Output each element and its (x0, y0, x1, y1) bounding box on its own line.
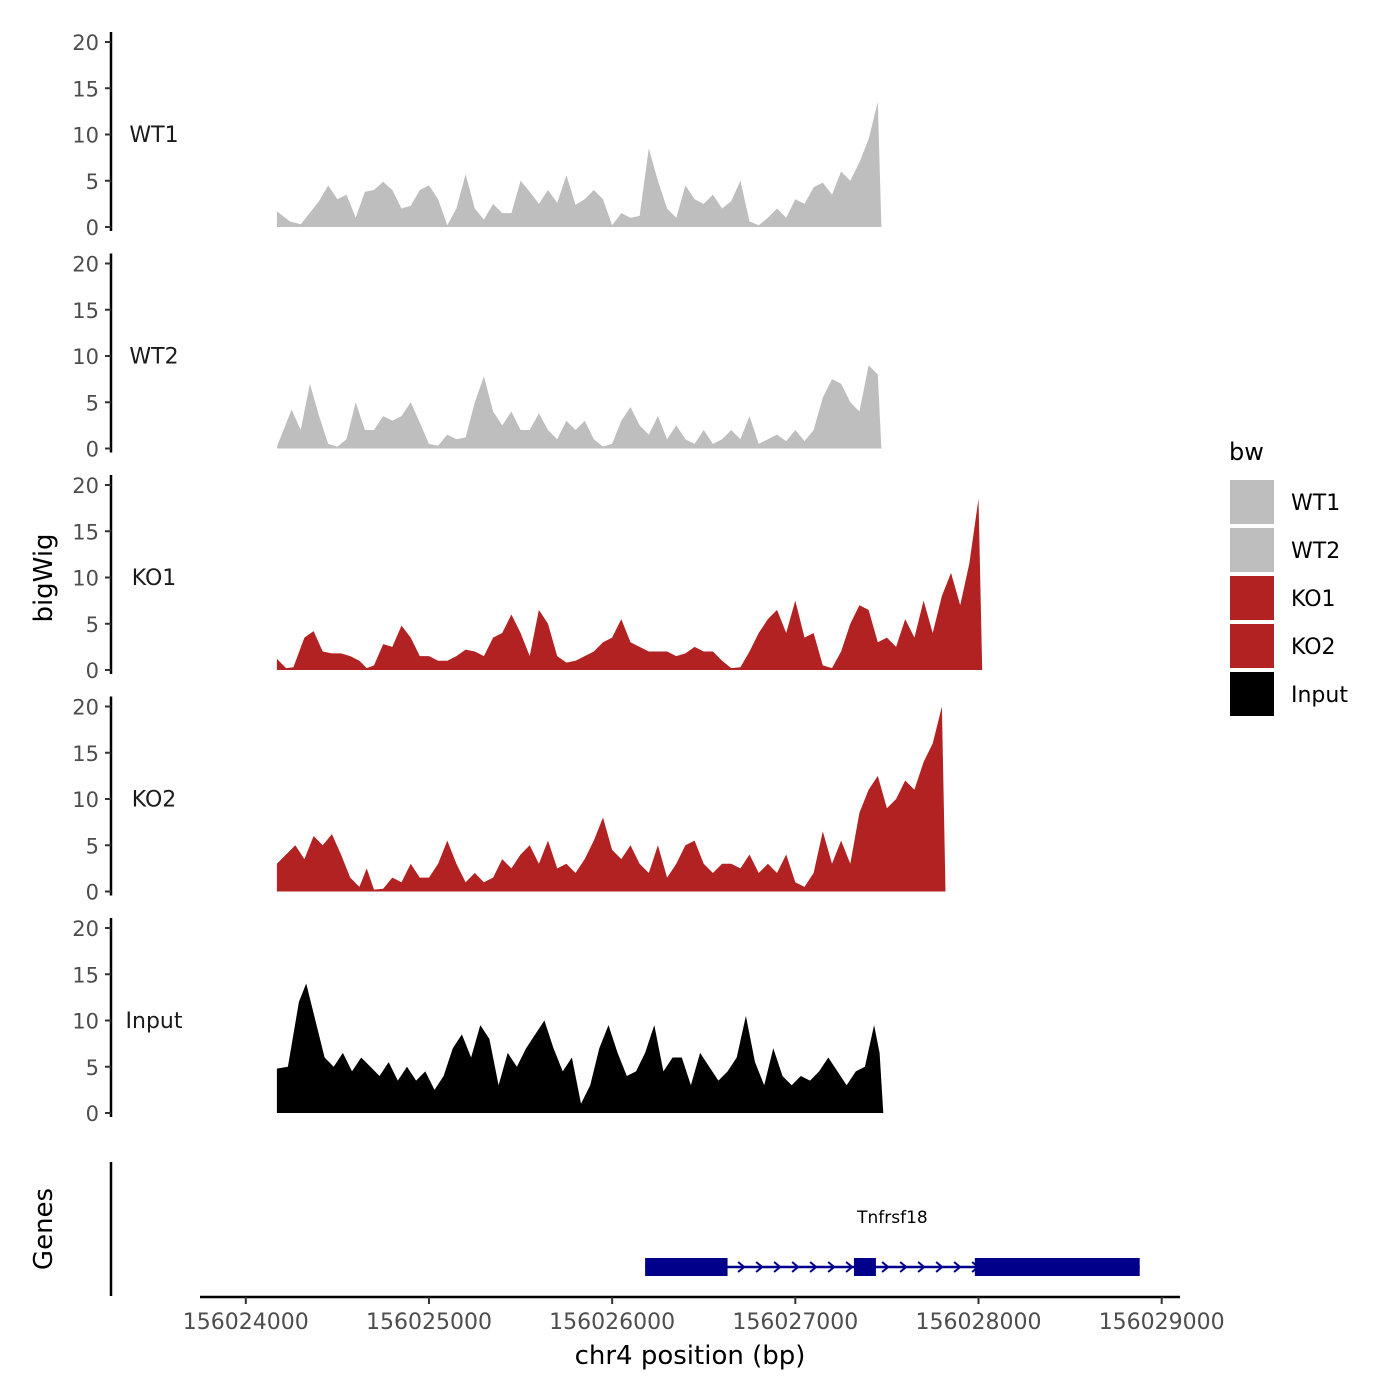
coverage-area-wt2 (276, 365, 882, 449)
legend-label: WT1 (1291, 491, 1340, 516)
track-label: WT1 (129, 123, 178, 148)
y-tick-label: 20 (72, 253, 99, 277)
legend-swatch-wt2 (1230, 528, 1274, 572)
y-tick-label: 5 (86, 834, 99, 858)
x-tick-label: 156025000 (366, 1310, 492, 1335)
x-axis: 156024000 156025000 156026000 156027000 1560… (183, 1295, 1225, 1335)
y-tick-label: 0 (86, 216, 99, 240)
legend-swatch-ko1 (1230, 576, 1274, 620)
legend-label: Input (1291, 683, 1348, 708)
x-tick-label: 156028000 (916, 1310, 1042, 1335)
y-tick-label: 15 (72, 520, 99, 544)
y-tick-label: 5 (86, 613, 99, 637)
strand-chevron (935, 1261, 944, 1273)
strand-chevron (827, 1261, 836, 1273)
gene-exon (974, 1258, 1140, 1276)
gene-exon (645, 1258, 728, 1276)
y-tick-label: 0 (86, 1102, 99, 1126)
y-tick-label: 10 (72, 124, 99, 148)
track-wt2: 0 5 10 15 20 WT2 (72, 253, 882, 462)
x-axis-label: chr4 position (bp) (575, 1341, 806, 1371)
y-tick-label: 0 (86, 438, 99, 462)
y-tick-label: 10 (72, 567, 99, 591)
y-tick-label: 15 (72, 299, 99, 323)
strand-chevron (953, 1261, 962, 1273)
strand-chevron (917, 1261, 926, 1273)
coverage-area-wt1 (276, 102, 882, 227)
legend-label: WT2 (1291, 539, 1340, 564)
y-tick-label: 5 (86, 1056, 99, 1080)
x-tick-label: 156024000 (183, 1310, 309, 1335)
track-label: WT2 (129, 345, 178, 370)
strand-chevron (737, 1261, 746, 1273)
gene-tnfrsf18: Tnfrsf18 (645, 1208, 1140, 1276)
track-input: 0 5 10 15 20 Input (72, 917, 884, 1126)
gene-track: Tnfrsf18 (109, 1162, 1140, 1296)
coverage-area-ko2 (276, 706, 946, 892)
gene-exon (853, 1258, 876, 1276)
legend: bw WT1 WT2 KO1 KO2 Input (1229, 438, 1348, 716)
gene-name-label: Tnfrsf18 (856, 1208, 928, 1228)
track-ko1: 0 5 10 15 20 KO1 (72, 474, 983, 683)
y-tick-label: 15 (72, 742, 99, 766)
legend-label: KO1 (1291, 587, 1336, 612)
y-tick-label: 0 (86, 659, 99, 683)
strand-chevron (881, 1261, 890, 1273)
strand-chevron (755, 1261, 764, 1273)
legend-title: bw (1229, 438, 1264, 466)
coverage-area-input (276, 983, 884, 1113)
x-tick-label: 156026000 (549, 1310, 675, 1335)
legend-label: KO2 (1291, 635, 1336, 660)
y-tick-label: 20 (72, 31, 99, 55)
y-tick-label: 20 (72, 474, 99, 498)
strand-chevron (791, 1261, 800, 1273)
x-tick-label: 156027000 (732, 1310, 858, 1335)
y-tick-label: 15 (72, 963, 99, 987)
strand-chevron (845, 1261, 854, 1273)
y-tick-label: 10 (72, 788, 99, 812)
y-tick-label: 20 (72, 917, 99, 941)
track-label: KO1 (132, 566, 177, 591)
legend-swatch-wt1 (1230, 480, 1274, 524)
strand-chevron (899, 1261, 908, 1273)
strand-chevron (773, 1261, 782, 1273)
legend-swatch-input (1230, 672, 1274, 716)
strand-chevron (809, 1261, 818, 1273)
y-tick-label: 20 (72, 696, 99, 720)
y-tick-label: 0 (86, 881, 99, 905)
track-label: KO2 (132, 788, 177, 813)
legend-swatch-ko2 (1230, 624, 1274, 668)
coverage-tracks: 0 5 10 15 20 WT1 0 5 10 15 20 WT2 0 5 10 15 20 KO1 0 5 10 15 2… (72, 31, 983, 1126)
x-tick-label: 156029000 (1099, 1310, 1225, 1335)
y-tick-label: 10 (72, 345, 99, 369)
track-ko2: 0 5 10 15 20 KO2 (72, 696, 946, 905)
y-tick-label: 15 (72, 77, 99, 101)
y-axis-label: bigWig (29, 533, 59, 622)
track-label: Input (126, 1009, 183, 1034)
y-tick-label: 5 (86, 391, 99, 415)
track-wt1: 0 5 10 15 20 WT1 (72, 31, 882, 240)
y-tick-label: 10 (72, 1010, 99, 1034)
genes-axis-label: Genes (29, 1188, 59, 1270)
coverage-area-ko1 (276, 498, 983, 670)
y-tick-label: 5 (86, 170, 99, 194)
